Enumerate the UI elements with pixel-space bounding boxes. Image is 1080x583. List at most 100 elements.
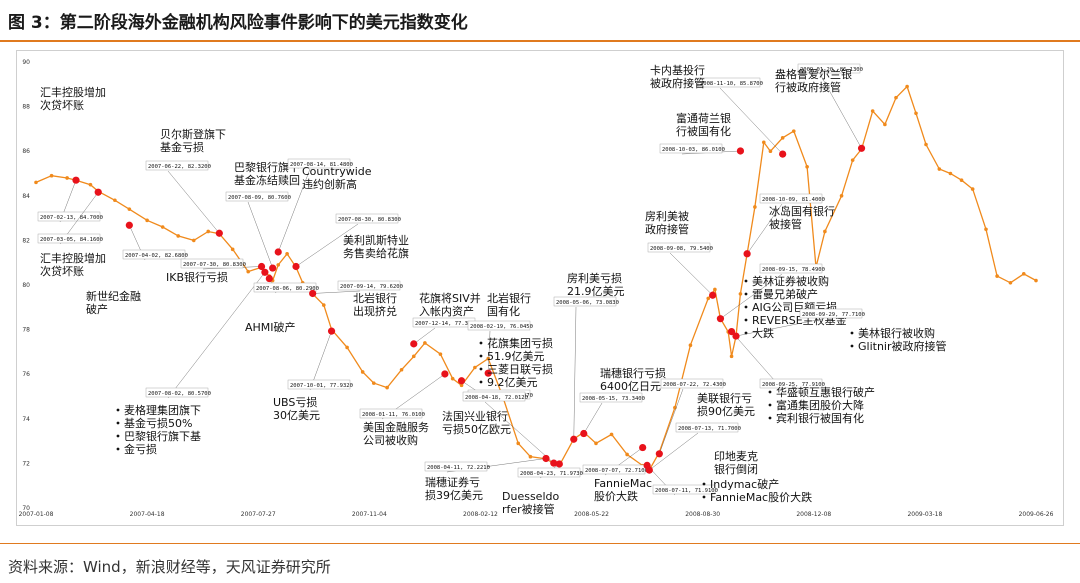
- event-annotation-text: 9.2亿美元: [487, 376, 538, 389]
- event-marker: [94, 188, 102, 196]
- event-marker: [743, 250, 751, 258]
- event-annotation-text: Duesseldo: [502, 490, 559, 503]
- event-tag-label: 2007-02-13, 84.7000: [40, 215, 103, 221]
- event-tag-label: 2008-04-18, 72.0120: [465, 395, 528, 401]
- event-tag-box: [424, 461, 488, 472]
- event-bullet: [744, 331, 748, 335]
- event-tag-box: [799, 308, 863, 319]
- event-tag-label: 2008-05-06, 73.0830: [556, 300, 619, 306]
- x-tick-label: 2009-03-18: [907, 511, 942, 518]
- event-tag-label: 2007-08-06, 80.2900: [256, 286, 319, 292]
- x-tick-label: 2008-12-08: [796, 511, 831, 518]
- event-marker: [857, 144, 866, 152]
- event-tag-box: [225, 191, 289, 202]
- event-marker: [655, 450, 663, 458]
- event-tag-box: [659, 143, 723, 154]
- event-tag-box: [462, 391, 526, 402]
- event-annotation-text: 宾利银行被国有化: [776, 411, 864, 425]
- data-point: [459, 383, 464, 388]
- event-leader-line: [573, 306, 577, 440]
- event-bullet: [116, 434, 120, 438]
- event-marker: [736, 147, 745, 155]
- event-bullet: [768, 390, 772, 394]
- event-tag-box: [37, 233, 101, 244]
- event-leader-line: [735, 318, 823, 337]
- event-annotation-text: 30亿美元: [273, 409, 320, 422]
- data-point: [905, 84, 909, 89]
- data-point: [321, 303, 326, 307]
- data-point: [206, 229, 211, 234]
- event-bullet: [116, 408, 120, 412]
- event-tag-label: 2008-10-03, 86.0100: [662, 147, 725, 153]
- event-annotation-text: 银行倒闭: [714, 462, 758, 476]
- event-bullet: [744, 318, 748, 322]
- event-marker: [410, 340, 418, 348]
- event-annotation-text: 基金亏损: [160, 140, 204, 154]
- event-marker: [716, 315, 725, 323]
- event-annotation-text: 法国兴业银行: [442, 409, 508, 423]
- event-marker: [441, 370, 449, 378]
- data-point: [360, 370, 365, 374]
- data-point: [959, 178, 964, 182]
- data-point: [176, 234, 181, 238]
- event-bullet: [479, 380, 483, 384]
- event-tag-label: 2007-08-09, 80.7600: [228, 195, 291, 201]
- data-point: [127, 207, 132, 211]
- event-annotation-text: Indymac破产: [710, 477, 779, 491]
- data-point: [65, 176, 69, 180]
- event-annotation-text: 亏损50亿欧元: [442, 422, 511, 436]
- y-tick-label: 76: [22, 371, 30, 378]
- event-bullet: [744, 292, 748, 296]
- event-bullet: [702, 495, 706, 499]
- data-point: [594, 441, 598, 446]
- event-annotation-text: 汇丰控股增加: [40, 85, 106, 99]
- event-annotation-text: 巴黎银行旗下基: [124, 429, 201, 443]
- event-leader-line: [719, 87, 783, 155]
- data-point: [438, 352, 443, 356]
- x-tick-label: 2008-02-12: [463, 511, 498, 518]
- event-annotation-text: 北岩银行: [353, 291, 397, 305]
- event-tag-box: [652, 484, 716, 495]
- event-annotation-text: 富通荷兰银: [676, 111, 731, 125]
- event-annotation-text: rfer被接管: [502, 502, 555, 516]
- event-leader-line: [247, 201, 273, 269]
- event-tag-label: 2008-04-11, 72.2210: [427, 465, 490, 471]
- event-marker: [269, 264, 277, 272]
- data-point: [625, 452, 629, 457]
- y-tick-label: 78: [22, 327, 30, 334]
- event-annotation-text: 印地麦克: [714, 450, 758, 463]
- event-tag-label: 2008-11-10, 85.8700: [700, 81, 763, 87]
- event-bullet: [850, 344, 854, 348]
- x-tick-label: 2007-01-08: [19, 511, 54, 518]
- event-tag-label: 2008-07-11, 71.9100: [655, 488, 718, 494]
- event-bullet: [479, 367, 483, 371]
- data-point: [49, 173, 54, 178]
- data-point: [88, 182, 93, 187]
- event-tag-box: [675, 422, 739, 433]
- event-tag-label: 2009-01-20, 86.1300: [800, 67, 863, 73]
- event-annotation-text: 雷曼兄弟破产: [752, 287, 818, 301]
- event-leader-line: [720, 273, 783, 319]
- event-marker: [645, 466, 653, 474]
- event-annotation-text: 21.9亿美元: [567, 285, 625, 298]
- event-annotation-text: 损39亿美元: [425, 488, 483, 502]
- event-annotation-text: 美利凯斯特业: [343, 233, 409, 247]
- event-tag-label: 2007-07-30, 80.8300: [183, 262, 246, 268]
- event-annotation-text: FannieMac: [594, 477, 652, 490]
- data-point: [805, 165, 809, 169]
- event-annotation-text: 出现挤兑: [353, 304, 397, 318]
- y-tick-label: 90: [22, 59, 30, 66]
- event-marker: [732, 332, 740, 340]
- event-marker: [779, 150, 787, 158]
- data-point: [609, 432, 614, 437]
- event-leader-line: [278, 168, 311, 253]
- event-tag-box: [337, 280, 401, 291]
- event-annotation-text: UBS亏损: [273, 395, 317, 409]
- event-annotation-text: 瑞穗银行亏损: [600, 366, 666, 380]
- source-note: 资料来源：Wind，新浪财经等，天风证券研究所: [8, 558, 331, 576]
- data-point: [371, 381, 376, 385]
- x-tick-label: 2008-05-22: [574, 511, 609, 518]
- event-annotation-text: 被接管: [769, 217, 802, 231]
- event-marker: [570, 435, 578, 443]
- event-tag-label: 2008-07-13, 71.7000: [678, 426, 741, 432]
